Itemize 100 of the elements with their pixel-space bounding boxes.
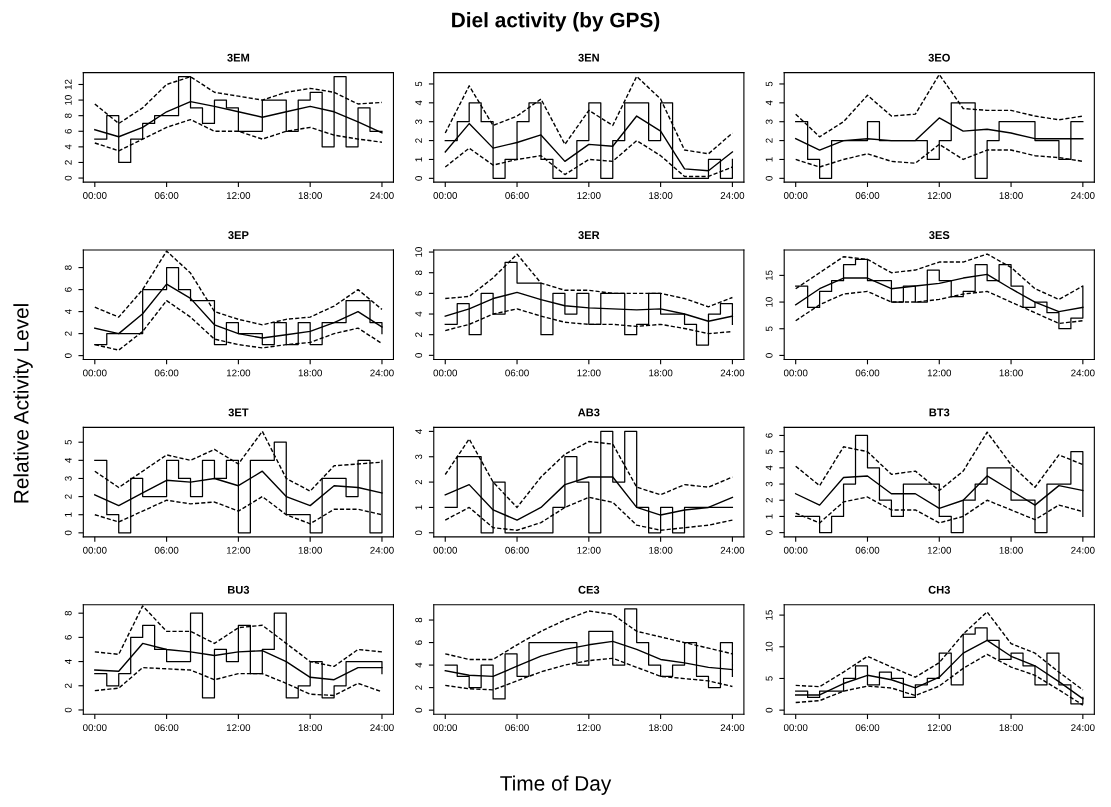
x-tick-label: 18:00	[649, 369, 673, 377]
x-tick-label: 12:00	[577, 546, 601, 554]
y-tick-label: 4	[765, 100, 773, 106]
x-tick-label: 00:00	[83, 369, 107, 377]
x-tick-label: 18:00	[999, 369, 1023, 377]
y-tick-label: 4	[64, 144, 72, 150]
y-tick-label: 3	[765, 119, 773, 125]
x-tick-label: 06:00	[855, 546, 880, 554]
y-tick-label: 0	[765, 353, 773, 358]
x-tick-label: 00:00	[433, 546, 458, 554]
x-tick-label: 24:00	[1071, 192, 1095, 199]
y-tick-label: 0	[765, 176, 773, 181]
x-tick-label: 00:00	[433, 192, 458, 199]
x-tick-label: 12:00	[226, 369, 251, 377]
y-tick-label: 5	[64, 439, 72, 445]
x-tick-label: 18:00	[298, 724, 322, 732]
x-tick-label: 12:00	[226, 192, 251, 199]
y-tick-label: 10	[765, 641, 773, 652]
x-tick-label: 18:00	[649, 546, 673, 554]
x-tick-label: 00:00	[433, 724, 458, 732]
chart-title: 3ES	[929, 231, 950, 239]
x-tick-label: 24:00	[370, 369, 394, 377]
x-tick-label: 00:00	[83, 546, 107, 554]
y-tick-label: 0	[415, 176, 423, 181]
x-tick-label: 00:00	[783, 546, 808, 554]
chart-title: CH3	[928, 585, 950, 594]
x-tick-label: 12:00	[927, 546, 952, 554]
y-tick-label: 2	[415, 332, 423, 337]
y-tick-label: 8	[415, 270, 423, 275]
y-tick-label: 15	[765, 270, 773, 281]
y-tick-label: 8	[64, 113, 72, 118]
x-tick-label: 18:00	[649, 192, 673, 199]
y-tick-label: 6	[415, 291, 423, 296]
x-tick-label: 18:00	[298, 192, 322, 199]
y-tick-label: 0	[64, 175, 72, 181]
y-tick-label: 1	[415, 157, 423, 162]
y-tick-label: 3	[415, 119, 423, 125]
y-tick-label: 0	[64, 530, 72, 536]
y-tick-label: 6	[64, 635, 72, 640]
chart-title: 3ET	[228, 408, 249, 417]
x-tick-label: 24:00	[370, 546, 394, 554]
y-tick-label: 4	[415, 662, 423, 668]
x-tick-label: 24:00	[720, 546, 745, 554]
y-tick-label: 0	[415, 707, 423, 713]
chart-title: 3EO	[928, 53, 950, 62]
y-tick-label: 5	[415, 81, 423, 87]
y-tick-label: 4	[765, 465, 773, 471]
y-tick-label: 6	[765, 433, 773, 438]
chart-title: BU3	[228, 585, 250, 594]
y-tick-label: 2	[64, 683, 72, 688]
y-tick-label: 2	[415, 479, 423, 485]
x-tick-label: 18:00	[298, 546, 322, 554]
chart-title: 3ER	[578, 231, 600, 239]
x-tick-label: 24:00	[720, 724, 745, 732]
y-tick-label: 1	[415, 505, 423, 510]
y-tick-label: 8	[64, 265, 72, 270]
y-tick-label: 0	[64, 353, 72, 358]
chart-title: 3EN	[578, 53, 599, 62]
x-tick-label: 06:00	[505, 369, 529, 377]
x-tick-label: 12:00	[577, 724, 601, 732]
y-tick-label: 2	[765, 138, 773, 143]
x-tick-label: 00:00	[433, 369, 458, 377]
y-tick-label: 3	[765, 481, 773, 487]
y-tick-label: 5	[765, 326, 773, 332]
y-tick-label: 10	[64, 95, 72, 105]
x-tick-label: 00:00	[83, 724, 107, 732]
y-tick-label: 0	[765, 707, 773, 713]
y-tick-label: 6	[64, 128, 72, 134]
y-tick-label: 5	[765, 81, 773, 87]
x-tick-label: 12:00	[226, 724, 251, 732]
x-tick-label: 00:00	[783, 724, 808, 732]
y-tick-label: 0	[765, 530, 773, 535]
x-tick-label: 24:00	[370, 192, 394, 199]
y-tick-label: 4	[415, 311, 423, 317]
x-tick-label: 12:00	[226, 546, 251, 554]
chart-title: AB3	[577, 408, 600, 417]
x-tick-label: 06:00	[855, 192, 880, 199]
y-tick-label: 6	[64, 287, 72, 292]
y-tick-label: 2	[415, 685, 423, 690]
y-tick-label: 2	[765, 498, 773, 503]
x-tick-label: 18:00	[298, 369, 322, 377]
y-tick-label: 1	[765, 157, 773, 162]
y-tick-label: 5	[765, 449, 773, 454]
x-axis-title: Time of Day	[500, 775, 612, 795]
x-tick-label: 06:00	[855, 724, 880, 732]
x-tick-label: 00:00	[783, 369, 808, 377]
x-tick-label: 24:00	[720, 192, 745, 199]
y-tick-label: 4	[64, 309, 72, 315]
y-tick-label: 8	[64, 610, 72, 616]
x-tick-label: 24:00	[1071, 546, 1095, 554]
x-tick-label: 06:00	[855, 369, 880, 377]
y-tick-label: 4	[415, 100, 423, 106]
chart-title: 3EP	[228, 231, 249, 239]
x-tick-label: 18:00	[649, 724, 673, 732]
y-tick-label: 4	[415, 428, 423, 434]
y-tick-label: 6	[415, 640, 423, 645]
x-tick-label: 18:00	[999, 546, 1023, 554]
y-tick-label: 10	[765, 297, 773, 307]
x-tick-label: 06:00	[505, 724, 529, 732]
x-tick-label: 24:00	[1071, 369, 1095, 377]
